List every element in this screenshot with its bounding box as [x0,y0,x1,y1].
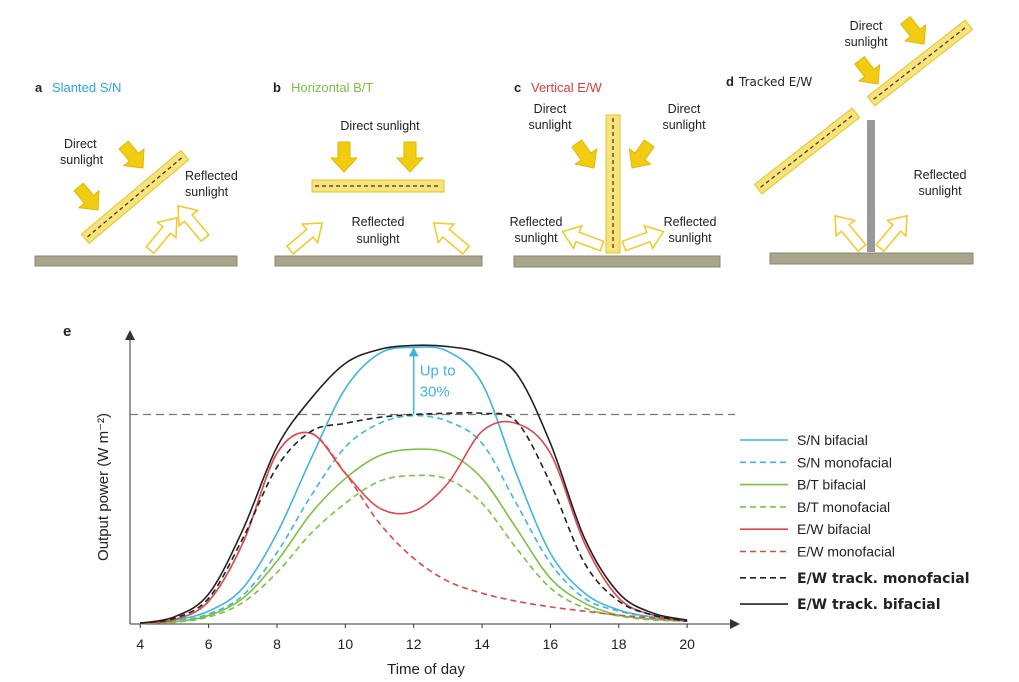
label: sunlight [844,35,888,49]
reflected-arrow [425,213,475,260]
solar-panel [753,107,861,195]
panel-title: Slanted S/N [52,80,121,95]
x-tick-label: 14 [474,636,490,652]
panel-title: Horizontal B/T [291,80,373,95]
series-line [140,411,688,624]
reflected-arrow [281,213,331,260]
x-axis-arrow [730,619,740,629]
series-line [140,344,688,624]
legend-label: E/W track. monofacial [797,571,970,587]
panel-letter: d [726,74,734,89]
ground [34,255,238,267]
ground [274,255,483,267]
reflected-arrow [619,219,669,259]
sun-arrow [330,141,358,173]
panel-letter: e [63,323,71,340]
y-axis-label: Output power (W m⁻²) [95,413,112,561]
x-tick-label: 10 [338,636,354,652]
legend-label: B/T bifacial [797,477,866,493]
legend-label: E/W monofacial [797,544,895,560]
label: sunlight [60,153,104,167]
series-line [140,346,688,624]
label: sunlight [528,118,572,132]
sun-arrow [396,141,424,173]
sun-arrow [565,135,606,176]
annotation-text: 30% [420,383,450,400]
reflected-arrow [870,207,917,257]
legend-label: S/N bifacial [797,432,868,448]
label: sunlight [668,231,712,245]
annotation-text: Up to [420,362,456,379]
sun-arrow [894,11,935,53]
sun-arrow [113,136,154,177]
label: sunlight [662,118,706,132]
legend-label: E/W bifacial [797,521,871,537]
x-tick-label: 4 [136,636,144,652]
panel-letter: c [514,80,521,95]
label: Direct [850,19,883,33]
solar-panel [80,149,190,245]
panel-title: Tracked E/W [738,75,812,89]
series-line [140,414,688,624]
ground [769,252,974,265]
panel-c: c Vertical E/W Direct sunlight Direct su… [510,80,721,268]
x-tick-label: 16 [543,636,559,652]
solar-panel [866,19,974,107]
sun-arrow [68,178,109,219]
legend-label: S/N monofacial [797,454,892,470]
annotation-arrowhead [408,347,419,357]
panel-b: b Horizontal B/T Direct sunlight Reflect… [273,80,483,267]
x-tick-label: 18 [611,636,627,652]
label: sunlight [918,184,962,198]
series-line [140,474,688,625]
panel-letter: b [273,80,281,95]
series-line [140,448,688,625]
label: Direct [534,102,567,116]
label: Reflected [352,215,405,229]
reflected-arrow [557,219,607,259]
label: Reflected [185,169,238,183]
legend-label: B/T monofacial [797,499,890,515]
label: Direct sunlight [340,119,420,133]
label: sunlight [356,232,400,246]
sun-arrow [620,135,661,176]
x-tick-label: 6 [205,636,213,652]
label: Direct [668,102,701,116]
x-axis-label: Time of day [387,661,465,678]
x-tick-label: 8 [273,636,281,652]
panel-d: d Tracked E/W Direct sunlight Reflected … [726,11,974,265]
label: Reflected [664,215,717,229]
panel-title: Vertical E/W [531,80,603,95]
label: sunlight [514,231,558,245]
label: Reflected [914,168,967,182]
reflected-arrow [825,207,872,257]
ground [513,255,721,268]
y-axis-arrow [125,330,135,340]
x-tick-label: 20 [679,636,695,652]
label: Direct [64,137,97,151]
series-line [140,420,688,624]
label: Reflected [510,215,563,229]
x-tick-label: 12 [406,636,422,652]
label: sunlight [185,185,229,199]
tracker-post [867,120,875,252]
series-line [140,431,688,624]
legend-label: E/W track. bifacial [797,597,941,613]
panel-letter: a [35,80,43,95]
panel-a: a Slanted S/N Direct sunlight Reflected … [34,80,238,267]
